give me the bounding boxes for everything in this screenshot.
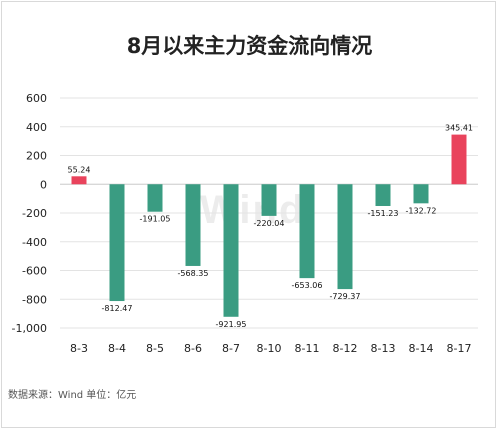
- x-tick-label: 8-7: [222, 342, 240, 355]
- y-tick-label: -800: [22, 293, 47, 306]
- y-tick-label: -200: [22, 207, 47, 220]
- data-label: -729.37: [330, 292, 361, 301]
- y-tick-label: 200: [26, 150, 47, 163]
- data-label: -220.04: [254, 219, 285, 228]
- x-tick-label: 8-17: [447, 342, 472, 355]
- bar: [413, 184, 429, 204]
- y-tick-label: -400: [22, 236, 47, 249]
- x-tick-label: 8-6: [184, 342, 202, 355]
- chart-title: 8月以来主力资金流向情况: [126, 34, 373, 58]
- data-label: -812.47: [102, 304, 133, 313]
- y-tick-label: -1,000: [12, 322, 47, 335]
- source-note: 数据来源：Wind 单位：亿元: [8, 390, 137, 401]
- data-label: -653.06: [292, 281, 323, 290]
- data-label: -132.72: [406, 206, 437, 215]
- x-tick-label: 8-3: [70, 342, 88, 355]
- wind-watermark-logo: Wind: [200, 188, 306, 232]
- data-label: -921.95: [216, 320, 247, 329]
- bar: [109, 184, 125, 302]
- bar: [185, 184, 201, 266]
- bar: [299, 184, 315, 279]
- bar: [375, 184, 391, 206]
- data-label: -568.35: [178, 269, 209, 278]
- data-label: -191.05: [140, 215, 171, 224]
- x-tick-label: 8-5: [146, 342, 164, 355]
- x-tick-label: 8-12: [333, 342, 358, 355]
- bar: [223, 184, 239, 317]
- data-label: 55.24: [68, 165, 91, 174]
- bar: [147, 184, 163, 212]
- y-tick-label: 400: [26, 121, 47, 134]
- bar: [261, 184, 277, 216]
- x-tick-label: 8-10: [257, 342, 282, 355]
- data-label: -151.23: [368, 209, 399, 218]
- bar: [337, 184, 353, 290]
- bar: [451, 134, 467, 185]
- y-tick-label: -600: [22, 265, 47, 278]
- x-tick-label: 8-13: [371, 342, 396, 355]
- x-tick-label: 8-14: [409, 342, 434, 355]
- x-tick-label: 8-4: [108, 342, 126, 355]
- bar: [71, 176, 87, 185]
- y-tick-label: 600: [26, 92, 47, 105]
- data-label: 345.41: [445, 124, 473, 133]
- y-tick-label: 0: [40, 178, 47, 191]
- x-tick-label: 8-11: [295, 342, 320, 355]
